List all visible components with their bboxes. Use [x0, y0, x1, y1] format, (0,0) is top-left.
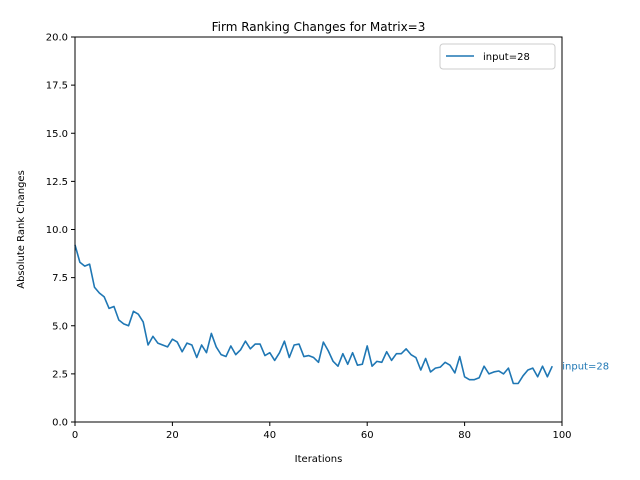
y-tick-label: 10.0	[46, 225, 68, 236]
x-tick-label: 20	[166, 430, 179, 441]
series-line	[74, 244, 553, 385]
plot-area-frame	[74, 36, 563, 423]
chart-title: Firm Ranking Changes for Matrix=3	[212, 20, 426, 34]
y-axis-label: Absolute Rank Changes	[16, 170, 27, 289]
y-tick-label: 5.0	[52, 321, 68, 332]
x-tick-label: 40	[263, 430, 276, 441]
y-tick-label: 15.0	[46, 129, 68, 140]
series-layer	[74, 244, 553, 385]
x-tick-label: 100	[552, 430, 571, 441]
y-tick-label: 2.5	[52, 369, 68, 380]
axis-ticks: 0 20 40 60 80 100 0.0 2.5 5.0 7.5 10.0 12.5 15.0 17.5…	[46, 33, 572, 442]
x-axis-label: Iterations	[295, 454, 343, 465]
y-tick-label: 12.5	[46, 177, 68, 188]
legend: input=28	[439, 43, 556, 70]
y-tick-label: 7.5	[52, 273, 68, 284]
x-tick-label: 60	[361, 430, 374, 441]
x-tick-label: 80	[458, 430, 471, 441]
x-tick-label: 0	[72, 430, 78, 441]
y-tick-label: 0.0	[52, 418, 68, 429]
series-end-label: input=28	[562, 362, 609, 373]
legend-box	[439, 43, 556, 70]
legend-entry-label: input=28	[483, 52, 530, 63]
y-tick-label: 20.0	[46, 33, 68, 44]
y-tick-label: 17.5	[46, 81, 68, 92]
